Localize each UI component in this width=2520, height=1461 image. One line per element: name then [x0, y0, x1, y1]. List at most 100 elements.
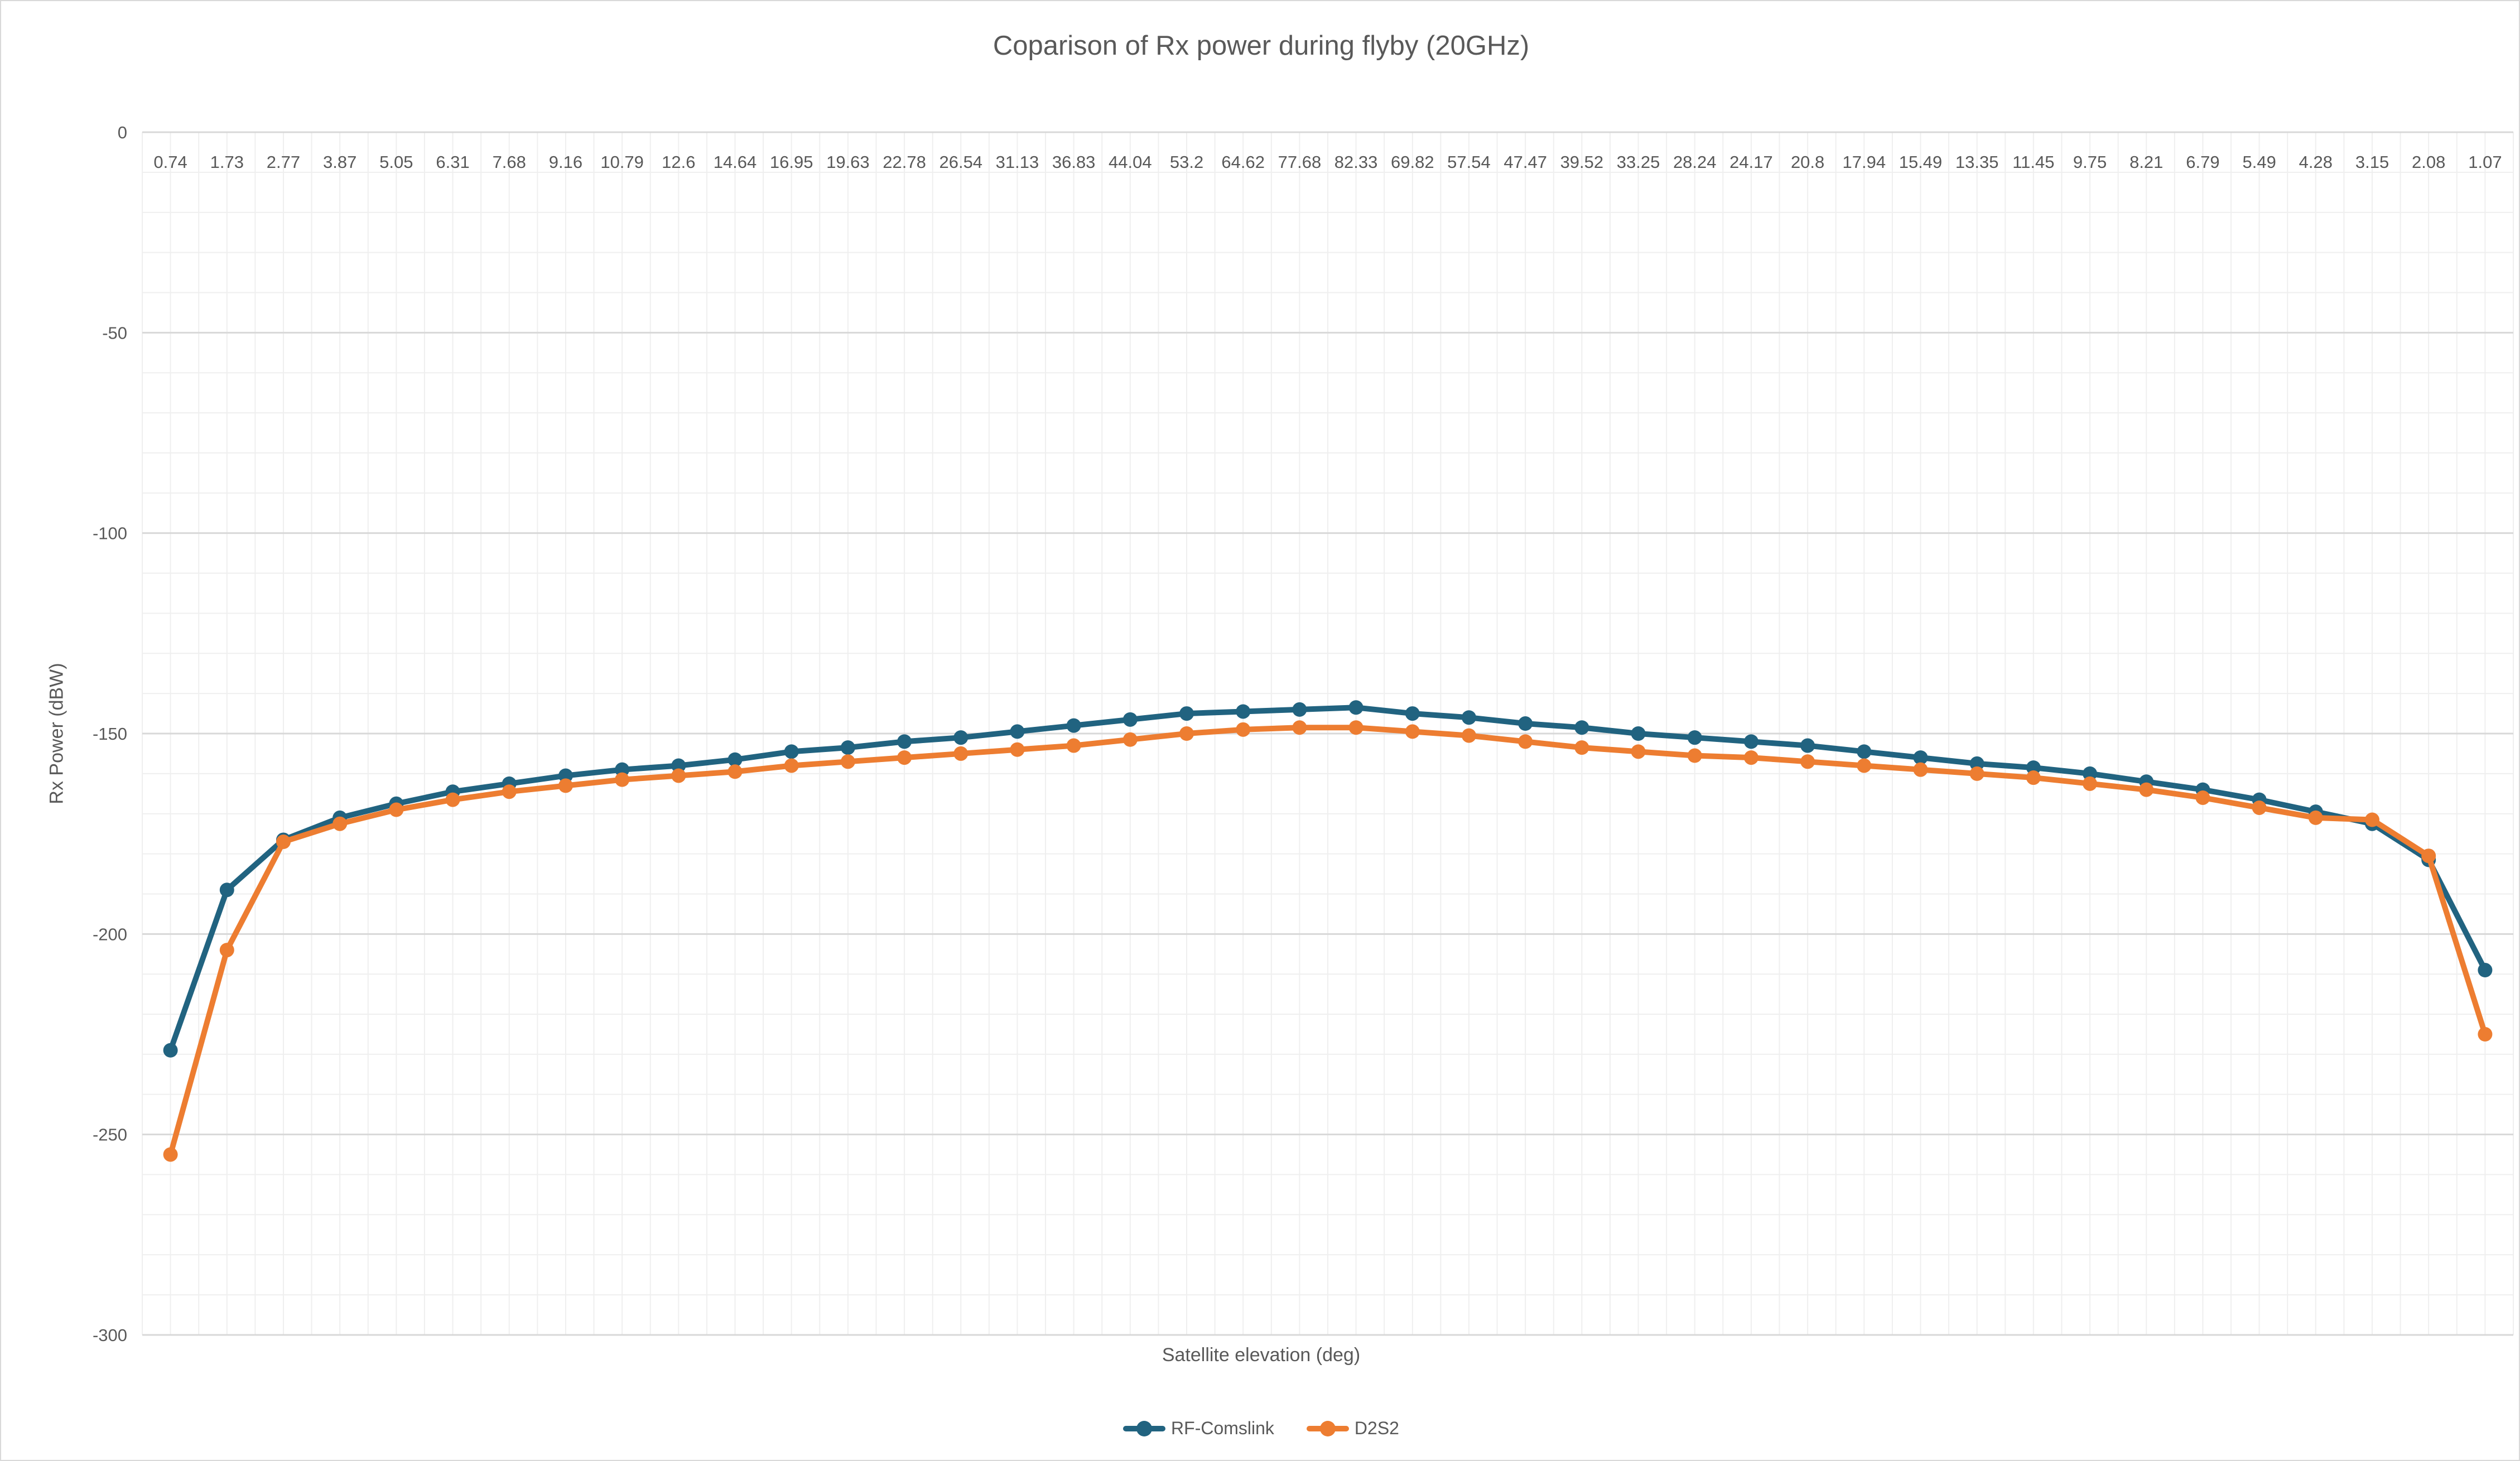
- legend-label-rf-comslink: RF-Comslink: [1171, 1418, 1274, 1438]
- series-rf-comslink-marker[interactable]: [1518, 716, 1533, 731]
- series-rf-comslink-line[interactable]: [167, 705, 2488, 1053]
- series-rf-comslink-marker[interactable]: [615, 762, 630, 777]
- series-rf-comslink-marker[interactable]: [1122, 712, 1138, 727]
- series-d2s2-marker[interactable]: [897, 750, 912, 765]
- series-d2s2-marker[interactable]: [1461, 728, 1476, 743]
- series-rf-comslink-marker[interactable]: [727, 752, 743, 767]
- series-rf-comslink-marker[interactable]: [897, 734, 912, 749]
- series-d2s2-marker[interactable]: [2026, 770, 2041, 785]
- series-d2s2-marker[interactable]: [1574, 740, 1589, 755]
- series-d2s2-marker[interactable]: [1292, 720, 1307, 735]
- series-rf-comslink-marker[interactable]: [1857, 744, 1872, 759]
- series-d2s2-marker[interactable]: [1010, 742, 1025, 757]
- series-rf-comslink-marker[interactable]: [163, 1043, 178, 1058]
- series-d2s2-marker[interactable]: [784, 758, 799, 773]
- series-rf-comslink-marker[interactable]: [1574, 720, 1589, 735]
- series-rf-comslink-marker[interactable]: [671, 758, 686, 773]
- series-d2s2-marker[interactable]: [2083, 776, 2098, 791]
- x-tick-label: 17.94: [1843, 152, 1886, 172]
- series-d2s2-marker[interactable]: [445, 792, 460, 807]
- series-d2s2-marker[interactable]: [1405, 724, 1420, 739]
- series-rf-comslink-marker[interactable]: [1348, 700, 1363, 715]
- x-tick-label: 8.21: [2129, 152, 2163, 172]
- series-rf-comslink-marker[interactable]: [1687, 730, 1702, 745]
- y-tick-label: -50: [102, 323, 127, 343]
- series-rf-comslink-marker[interactable]: [840, 740, 855, 755]
- series-rf-comslink-marker[interactable]: [1236, 704, 1251, 719]
- series-d2s2-marker[interactable]: [1518, 734, 1533, 749]
- x-tick-label: 31.13: [996, 152, 1039, 172]
- series-d2s2-marker[interactable]: [558, 778, 573, 793]
- series-rf-comslink-marker[interactable]: [1405, 706, 1420, 721]
- x-tick-label: 22.78: [883, 152, 926, 172]
- series-d2s2-marker[interactable]: [1913, 762, 1928, 777]
- series-d2s2-marker[interactable]: [219, 943, 234, 958]
- series-rf-comslink-marker[interactable]: [1066, 718, 1081, 733]
- series-rf-comslink-marker[interactable]: [953, 730, 969, 745]
- series-d2s2-marker[interactable]: [1066, 738, 1081, 753]
- x-tick-label: 57.54: [1447, 152, 1491, 172]
- series-rf-comslink-marker[interactable]: [1913, 750, 1928, 765]
- series-d2s2-marker[interactable]: [2421, 848, 2436, 864]
- series-rf-comslink-marker[interactable]: [1010, 724, 1025, 739]
- series-d2s2-marker[interactable]: [502, 784, 517, 799]
- series-d2s2-marker[interactable]: [1236, 722, 1251, 737]
- x-tick-label: 15.49: [1899, 152, 1943, 172]
- series-d2s2-marker[interactable]: [1969, 766, 1984, 781]
- series-rf-comslink-marker[interactable]: [558, 768, 573, 783]
- series-d2s2-marker[interactable]: [1179, 726, 1194, 741]
- series-d2s2-marker[interactable]: [276, 835, 291, 850]
- y-tick-label: -100: [93, 524, 127, 543]
- series-d2s2-marker[interactable]: [840, 754, 855, 769]
- series-d2s2[interactable]: [163, 720, 2493, 1162]
- series-rf-comslink-marker[interactable]: [784, 744, 799, 759]
- series-d2s2-marker[interactable]: [333, 816, 348, 831]
- series-d2s2-marker[interactable]: [2252, 800, 2267, 815]
- series-d2s2-marker[interactable]: [2195, 790, 2210, 805]
- x-tick-label: 69.82: [1391, 152, 1434, 172]
- series-d2s2-marker[interactable]: [2478, 1027, 2493, 1041]
- x-tick-label: 12.6: [662, 152, 695, 172]
- series-d2s2-marker[interactable]: [2365, 812, 2380, 827]
- series-rf-comslink-marker[interactable]: [2083, 766, 2098, 781]
- series-d2s2-marker[interactable]: [389, 802, 404, 817]
- x-tick-label: 0.74: [153, 152, 187, 172]
- series-d2s2-line[interactable]: [167, 725, 2488, 1158]
- series-d2s2-marker[interactable]: [1743, 750, 1758, 765]
- series-d2s2-marker[interactable]: [671, 768, 686, 783]
- series-rf-comslink-marker[interactable]: [219, 883, 234, 898]
- series-rf-comslink-marker[interactable]: [1461, 710, 1476, 725]
- series-d2s2-marker[interactable]: [2139, 782, 2154, 797]
- series-rf-comslink-marker[interactable]: [1969, 756, 1984, 771]
- series-d2s2-marker[interactable]: [953, 746, 969, 761]
- x-tick-label: 7.68: [493, 152, 526, 172]
- x-tick-label: 64.62: [1221, 152, 1265, 172]
- x-tick-label: 44.04: [1109, 152, 1152, 172]
- series-d2s2-marker[interactable]: [1631, 744, 1646, 759]
- series-d2s2-marker[interactable]: [2308, 810, 2323, 825]
- series-d2s2-marker[interactable]: [1687, 748, 1702, 763]
- series-d2s2-marker[interactable]: [1348, 720, 1363, 735]
- series-rf-comslink-marker[interactable]: [2478, 963, 2493, 978]
- series-rf-comslink-marker[interactable]: [1292, 702, 1307, 717]
- series-rf-comslink-marker[interactable]: [1743, 734, 1758, 749]
- series-d2s2-marker[interactable]: [1857, 758, 1872, 773]
- series-rf-comslink-marker[interactable]: [2026, 760, 2041, 775]
- legend-item-rf-comslink[interactable]: RF-Comslink: [1123, 1418, 1274, 1439]
- x-tick-label: 19.63: [826, 152, 870, 172]
- legend-label-d2s2: D2S2: [1354, 1418, 1399, 1438]
- series-rf-comslink-marker[interactable]: [1631, 726, 1646, 741]
- x-tick-label: 39.52: [1560, 152, 1604, 172]
- series-d2s2-marker[interactable]: [1800, 754, 1815, 769]
- series-rf-comslink-marker[interactable]: [1800, 738, 1815, 753]
- series-d2s2-marker[interactable]: [615, 772, 630, 787]
- legend-item-d2s2[interactable]: D2S2: [1306, 1418, 1399, 1439]
- legend: RF-Comslink D2S2: [1, 1418, 2519, 1439]
- series-rf-comslink-marker[interactable]: [1179, 706, 1194, 721]
- gridlines-horizontal: [142, 131, 2513, 1336]
- y-tick-label: -250: [93, 1125, 127, 1145]
- series-d2s2-marker[interactable]: [163, 1147, 178, 1162]
- series-d2s2-marker[interactable]: [727, 764, 743, 779]
- series-d2s2-marker[interactable]: [1122, 732, 1138, 747]
